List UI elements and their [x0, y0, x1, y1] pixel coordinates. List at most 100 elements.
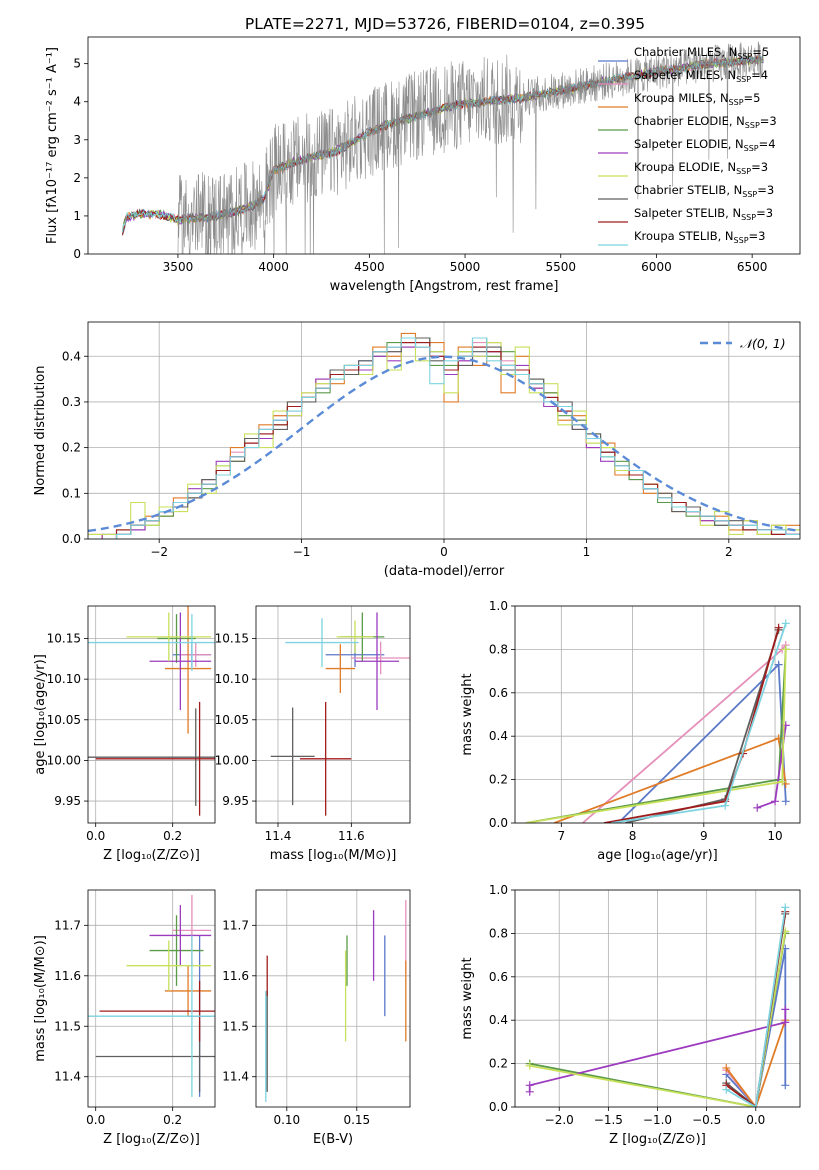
mass-weight-marker — [771, 797, 780, 806]
gaussian-curve — [88, 355, 800, 533]
histogram-line — [88, 337, 800, 539]
mass-weight-marker — [774, 623, 783, 632]
legend-label: Salpeter ELODIE, NSSP=4 — [634, 137, 776, 153]
mass-weight-vs-age-axes: 7 8 9 10 0.0 0.2 0.4 0.6 0.8 1.0 age [log₁₀(age/yr… — [460, 599, 801, 863]
mass-weight-marker — [721, 801, 730, 810]
y-tick-label: 0.0 — [489, 1100, 508, 1114]
y-tick-label: 0.4 — [62, 349, 81, 363]
axes-frame — [514, 605, 801, 824]
age-vs-mass-plot — [270, 612, 410, 816]
y-tick-label: 0.8 — [489, 926, 508, 940]
y-tick-label: 0.0 — [489, 816, 508, 830]
x-axis-label: Z [log₁₀(Z/Z⊙)] — [103, 848, 200, 863]
y-tick-label: 9.95 — [222, 794, 249, 808]
mass-vs-Z-axes: 0.0 0.2 11.4 11.5 11.6 11.7 Z [log₁₀(Z/Z⊙)] mas… — [33, 889, 216, 1147]
y-tick-label: 0.2 — [489, 773, 508, 787]
x-axis-label: wavelength [Angstrom, rest frame] — [330, 279, 559, 294]
mass-weight-marker — [781, 1081, 790, 1090]
mass-weight-marker — [774, 660, 783, 669]
mass-vs-ebv-grid — [256, 890, 410, 1107]
y-tick-label: 11.4 — [54, 1070, 81, 1084]
y-tick-label: 9.95 — [54, 794, 81, 808]
x-tick-label: 0 — [440, 545, 448, 559]
y-tick-label: 10.15 — [47, 632, 81, 646]
mass-vs-ebv-axes: 0.10 0.15 11.4 11.5 11.6 11.7 E(B-V) — [222, 889, 411, 1147]
mass-weight-vs-age-plot — [525, 619, 790, 823]
x-tick-label: 11.4 — [265, 829, 292, 843]
mass-weight-vs-Z-axes: −2.0 −1.5 −1.0 −0.5 0.0 0.0 0.2 0.4 0.6 0.8 1.0 Z [… — [460, 883, 801, 1147]
legend-label: Chabrier ELODIE, NSSP=3 — [634, 114, 777, 130]
y-tick-label: 10.00 — [47, 753, 81, 767]
axes-frame — [255, 605, 411, 824]
y-tick-label: 10.05 — [47, 713, 81, 727]
x-tick-label: −1.5 — [594, 1113, 623, 1127]
y-tick-label: 1 — [73, 209, 81, 223]
x-tick-label: 0.0 — [86, 1113, 105, 1127]
mass-weight-vs-Z-plot — [525, 903, 790, 1107]
y-tick-label: 0.2 — [62, 441, 81, 455]
x-axis-label: E(B-V) — [313, 1132, 353, 1147]
spectrum-plot — [122, 41, 764, 254]
legend-label: Chabrier MILES, NSSP=5 — [634, 45, 769, 61]
x-tick-label: 0.10 — [273, 1113, 300, 1127]
axes-frame — [255, 889, 411, 1108]
x-tick-label: 0.0 — [86, 829, 105, 843]
legend-label: Kroupa ELODIE, NSSP=3 — [634, 160, 768, 176]
axes-frame — [87, 321, 801, 540]
mass-vs-ebv-plot — [265, 900, 407, 1102]
y-tick-label: 10.00 — [215, 753, 249, 767]
x-tick-label: 4500 — [354, 260, 385, 274]
mass-weight-line — [725, 907, 787, 1107]
y-tick-label: 11.4 — [222, 1070, 249, 1084]
x-tick-label: 5500 — [545, 260, 576, 274]
x-tick-label: −1.0 — [643, 1113, 672, 1127]
y-tick-label: 0.6 — [489, 686, 508, 700]
axes-frame — [514, 889, 801, 1108]
y-axis-label: mass weight — [460, 957, 475, 1039]
y-axis-label: mass weight — [460, 673, 475, 755]
legend-label: 𝒩(0, 1) — [740, 336, 786, 351]
plot-layer: 3500 4000 4500 5000 5500 6000 6500 0 1 2 3 4 5 Chabri… — [33, 36, 801, 1147]
mass-weight-marker — [781, 645, 790, 654]
x-tick-label: −1 — [293, 545, 311, 559]
x-tick-label: 2 — [725, 545, 733, 559]
mass-vs-Z-plot — [88, 895, 215, 1097]
x-tick-label: 9 — [700, 829, 708, 843]
x-axis-label: Z [log₁₀(Z/Z⊙)] — [609, 1132, 706, 1147]
mass-weight-marker — [778, 777, 787, 786]
mass-weight-marker — [722, 1085, 731, 1094]
legend: Chabrier MILES, NSSP=5 Salpeter MILES, NS… — [598, 45, 777, 246]
spectrum-axes: 3500 4000 4500 5000 5500 6000 6500 0 1 2 3 4 5 Chabri… — [45, 36, 801, 294]
y-tick-label: 0.1 — [62, 486, 81, 500]
y-tick-label: 4 — [73, 95, 81, 109]
y-tick-label: 11.5 — [54, 1019, 81, 1033]
y-axis-label: Flux [fλ10⁻¹⁷ erg cm⁻² s⁻¹ A⁻¹] — [45, 47, 60, 244]
mass-weight-marker — [525, 1061, 534, 1070]
age-vs-mass-grid — [256, 606, 410, 823]
age-vs-Z-axes: 0.0 0.2 9.95 10.00 10.05 10.10 10.15 Z [log₁₀(Z… — [33, 605, 216, 863]
legend-label: Salpeter MILES, NSSP=4 — [634, 68, 768, 84]
y-axis-label: mass [log₁₀(M/M⊙)] — [33, 935, 48, 1062]
axes-frame — [87, 605, 216, 824]
y-tick-label: 11.7 — [54, 918, 81, 932]
x-tick-label: 5000 — [450, 260, 481, 274]
mass-weight-marker — [781, 1018, 790, 1027]
y-tick-label: 0 — [73, 247, 81, 261]
mass-weight-marker — [753, 803, 762, 812]
x-tick-label: 0.2 — [163, 829, 182, 843]
data-spectrum — [177, 41, 764, 254]
mass-vs-Z-grid — [88, 890, 215, 1107]
figure-title: PLATE=2271, MJD=53726, FIBERID=0104, z=0… — [245, 15, 645, 33]
axes-frame — [87, 36, 801, 255]
x-axis-label: (data-model)/error — [384, 564, 505, 579]
age-vs-Z-plot — [88, 606, 215, 816]
y-tick-label: 1.0 — [489, 599, 508, 613]
y-tick-label: 10.10 — [215, 672, 249, 686]
y-axis-label: Normed distribution — [33, 366, 48, 496]
x-tick-label: 0.2 — [163, 1113, 182, 1127]
legend-label: Kroupa STELIB, NSSP=3 — [634, 229, 765, 245]
y-tick-label: 10.15 — [215, 632, 249, 646]
mass-weight-marker — [781, 797, 790, 806]
x-tick-label: 4000 — [258, 260, 289, 274]
